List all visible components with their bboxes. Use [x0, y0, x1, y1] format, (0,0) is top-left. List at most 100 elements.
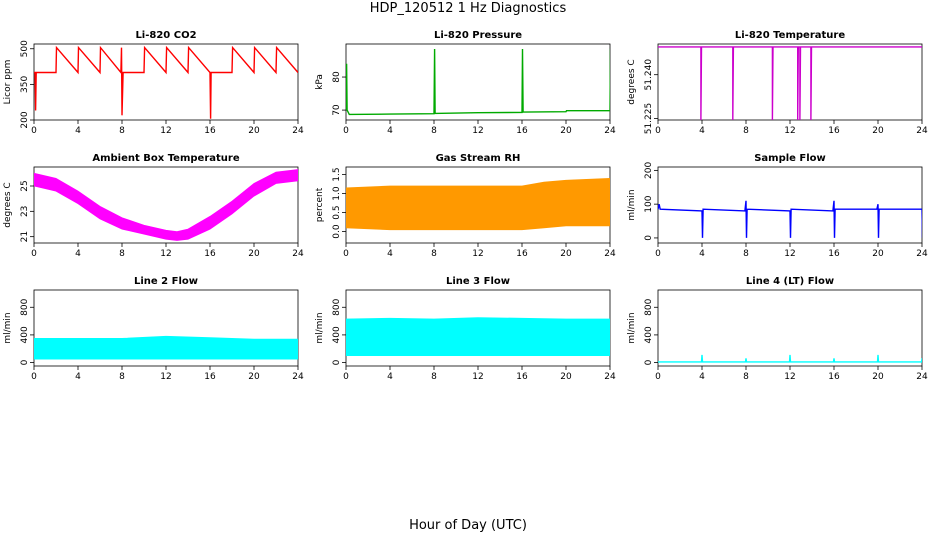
y-axis-label: ml/min [627, 312, 637, 343]
y-tick-label: 100 [644, 195, 654, 212]
y-tick-label: 0.0 [332, 224, 342, 239]
y-tick-label: 1.0 [332, 186, 342, 201]
x-tick-label: 16 [828, 126, 840, 136]
x-tick-label: 16 [828, 249, 840, 259]
y-tick-label: 500 [20, 40, 30, 57]
series-band [346, 177, 610, 231]
y-axis-label: degrees C [3, 182, 13, 227]
panel-title: Li-820 CO2 [135, 30, 196, 41]
x-tick-label: 8 [431, 372, 437, 382]
panel-title: Li-820 Pressure [434, 30, 522, 41]
x-tick-label: 12 [160, 249, 171, 259]
x-tick-label: 4 [387, 126, 393, 136]
x-tick-label: 20 [872, 249, 884, 259]
x-tick-label: 24 [604, 126, 616, 136]
x-tick-label: 16 [516, 249, 528, 259]
panel-4: Ambient Box Temperature degrees C 0 4 8 12 16 2… [3, 153, 304, 259]
panel-2: Li-820 Pressure kPa 0 4 8 12 16 20 24 70 80 [315, 30, 616, 136]
panel-title: Sample Flow [754, 153, 826, 164]
plot-frame [345, 43, 611, 121]
x-tick-label: 24 [604, 372, 616, 382]
x-tick-label: 8 [431, 249, 437, 259]
series-band [34, 335, 298, 360]
y-tick-label: 70 [332, 104, 342, 116]
x-tick-label: 4 [75, 126, 81, 136]
x-tick-label: 20 [560, 372, 572, 382]
x-tick-label: 8 [743, 249, 749, 259]
y-tick-label: 400 [20, 326, 30, 343]
x-tick-label: 12 [160, 126, 171, 136]
data-layer [658, 354, 922, 363]
panel-7: Line 2 Flow ml/min 0 4 8 12 16 20 24 0 400 800 [3, 276, 304, 382]
plot-frame [657, 43, 923, 121]
panel-1: Li-820 CO2 Licor ppm 0 4 8 12 16 20 24 200 350 500 [3, 30, 304, 136]
y-tick-label: 51.225 [644, 103, 654, 134]
series-line [346, 48, 610, 116]
x-tick-label: 8 [119, 126, 125, 136]
x-tick-label: 12 [784, 126, 795, 136]
x-tick-label: 8 [431, 126, 437, 136]
x-tick-label: 16 [516, 372, 528, 382]
x-tick-label: 8 [743, 126, 749, 136]
panel-title: Gas Stream RH [436, 153, 521, 164]
x-tick-label: 24 [292, 372, 304, 382]
x-tick-label: 4 [387, 249, 393, 259]
panel-title: Li-820 Temperature [735, 30, 845, 41]
x-tick-label: 4 [75, 249, 81, 259]
series-line [34, 45, 298, 119]
data-layer [34, 335, 298, 360]
panel-9: Line 4 (LT) Flow ml/min 0 4 8 12 16 20 24 0 400 800 [627, 276, 928, 382]
y-tick-label: 0 [332, 359, 342, 365]
x-tick-label: 16 [204, 249, 216, 259]
y-tick-label: 800 [332, 298, 342, 315]
y-axis-label: percent [315, 187, 325, 222]
x-tick-label: 0 [343, 126, 349, 136]
y-tick-label: 0 [20, 359, 30, 365]
x-tick-label: 24 [916, 126, 928, 136]
x-tick-label: 4 [387, 372, 393, 382]
data-layer [346, 317, 610, 356]
x-tick-label: 0 [343, 249, 349, 259]
data-layer [658, 46, 922, 120]
x-tick-label: 20 [248, 126, 260, 136]
data-layer [346, 177, 610, 231]
x-tick-label: 20 [872, 126, 884, 136]
series-band [346, 317, 610, 356]
x-tick-label: 0 [31, 372, 37, 382]
x-tick-label: 20 [248, 249, 260, 259]
data-layer [346, 48, 610, 116]
figure-title: HDP_120512 1 Hz Diagnostics [369, 1, 567, 16]
panel-title: Line 3 Flow [446, 276, 510, 287]
y-tick-label: 400 [644, 326, 654, 343]
x-tick-label: 16 [204, 126, 216, 136]
x-tick-label: 16 [516, 126, 528, 136]
y-axis-label: ml/min [315, 312, 325, 343]
y-axis-label: Licor ppm [3, 60, 13, 105]
x-tick-label: 20 [560, 249, 572, 259]
panel-5: Gas Stream RH percent 0 4 8 12 16 20 24 0.0 0.5 1.0… [315, 153, 616, 259]
panel-8: Line 3 Flow ml/min 0 4 8 12 16 20 24 0 400 800 [315, 276, 616, 382]
x-tick-label: 24 [604, 249, 616, 259]
x-tick-label: 12 [784, 372, 795, 382]
x-tick-label: 16 [828, 372, 840, 382]
y-tick-label: 0 [644, 235, 654, 241]
x-tick-label: 8 [119, 249, 125, 259]
series-line [658, 46, 922, 120]
x-tick-label: 20 [872, 372, 884, 382]
series-line [658, 200, 922, 238]
x-tick-label: 0 [31, 249, 37, 259]
y-axis-label: ml/min [627, 189, 637, 220]
y-tick-label: 400 [332, 326, 342, 343]
x-tick-label: 20 [560, 126, 572, 136]
y-tick-label: 80 [332, 71, 342, 83]
y-tick-label: 350 [20, 76, 30, 93]
panel-6: Sample Flow ml/min 0 4 8 12 16 20 24 0 100 200 [627, 153, 928, 259]
data-layer [34, 45, 298, 119]
series-band [34, 169, 298, 241]
x-tick-label: 8 [743, 372, 749, 382]
x-tick-label: 24 [292, 126, 304, 136]
panel-title: Line 4 (LT) Flow [746, 276, 834, 287]
x-tick-label: 8 [119, 372, 125, 382]
data-layer [658, 200, 922, 238]
